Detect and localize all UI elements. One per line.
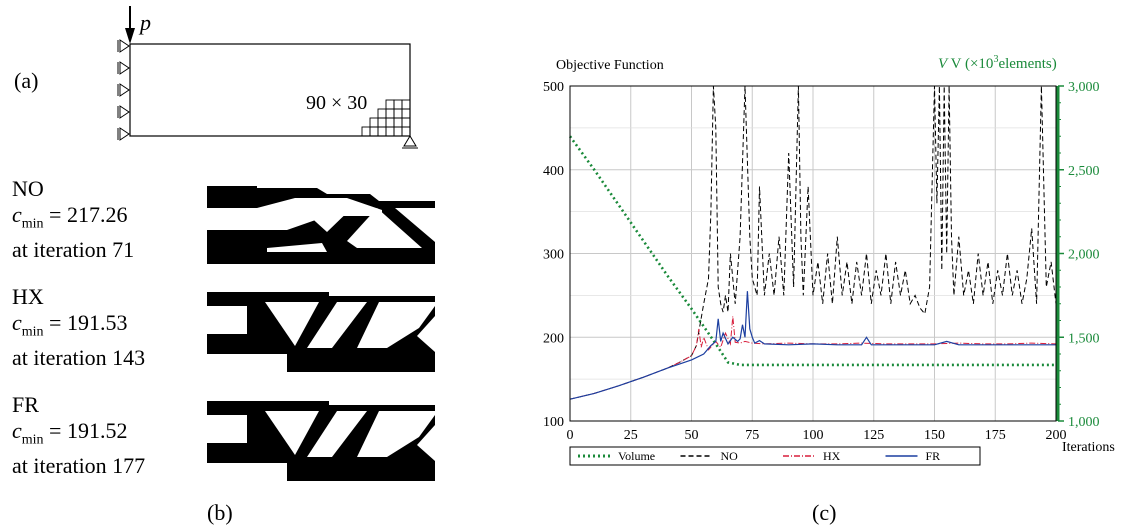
legend-box <box>569 446 981 466</box>
series-layer <box>568 85 1057 400</box>
series-line-volume <box>568 135 1056 367</box>
y-left-tick-label: 200 <box>543 331 564 346</box>
series-line-no <box>569 85 1057 400</box>
y-left-tick-label: 500 <box>543 80 564 95</box>
legend-label-volume: Volume <box>618 449 655 463</box>
right-pin-support <box>403 135 417 147</box>
cmin-value: cmin = 217.26 <box>12 202 128 232</box>
x-tick-label: 50 <box>685 428 699 443</box>
legend-layer: Volume NO HX FR <box>569 446 981 466</box>
y-right-tick-label: 1,000 <box>1068 415 1100 430</box>
x-tick-label: 100 <box>803 428 824 443</box>
x-tick-label: 25 <box>624 428 638 443</box>
design-entry-no: NO cmin = 217.26 at iteration 71 <box>12 176 202 263</box>
y-left-tick-label: 400 <box>543 164 564 179</box>
x-tick-label: 150 <box>924 428 945 443</box>
y-right-tick-label: 1,500 <box>1068 331 1100 346</box>
x-tick-label: 200 <box>1046 428 1067 443</box>
plot-frame <box>569 85 1057 422</box>
design-name: NO <box>12 176 44 201</box>
chart-right-title: V V (×103elements) <box>938 54 1057 72</box>
x-tick-label: 125 <box>863 428 884 443</box>
axis-layer: 0 25 50 75 100 125 150 175 200 100 200 300 400 500 1,0… <box>543 80 1115 455</box>
legend-label-fr: FR <box>926 449 941 463</box>
y-right-tick-label: 2,000 <box>1068 248 1100 263</box>
topology-no-image <box>207 186 435 264</box>
chart-left-title: Objective Function <box>556 58 664 73</box>
y-left-tick-label: 300 <box>543 248 564 263</box>
mesh-label: 90 × 30 <box>306 92 368 114</box>
design-entry-hx: HX cmin = 191.53 at iteration 143 <box>12 284 202 371</box>
y-right-tick-label: 2,500 <box>1068 164 1100 179</box>
iteration-text: at iteration 71 <box>12 237 135 263</box>
x-axis-label: Iterations <box>1062 440 1115 455</box>
iteration-text: at iteration 143 <box>12 345 146 371</box>
cmin-value: cmin = 191.53 <box>12 310 128 340</box>
x-tick-label: 175 <box>985 428 1006 443</box>
y-right-tick-label: 3,000 <box>1068 80 1100 95</box>
panel-a-label: (a) <box>14 68 39 93</box>
topology-hx-image <box>207 292 435 372</box>
panel-b-label: (b) <box>207 500 233 525</box>
load-symbol: p <box>140 10 151 35</box>
cmin-value: cmin = 191.52 <box>12 418 128 448</box>
mesh-grid-detail <box>361 99 411 137</box>
topology-fr-image <box>207 401 435 481</box>
series-line-hx <box>569 316 1057 400</box>
design-name: HX <box>12 284 44 309</box>
loaded-beam-diagram <box>117 6 418 149</box>
design-entry-fr: FR cmin = 191.52 at iteration 177 <box>12 392 202 479</box>
y-left-tick-label: 100 <box>543 415 564 430</box>
design-domain <box>129 43 411 137</box>
grid-layer <box>569 85 1057 422</box>
panel-c-label: (c) <box>812 500 837 525</box>
objective-volume-chart: 0 25 50 75 100 125 150 175 200 100 200 300 400 500 1,0… <box>543 80 1115 466</box>
legend-label-hx: HX <box>823 449 841 463</box>
left-support-rollers <box>117 39 130 141</box>
series-line-fr <box>569 291 1056 400</box>
legend-label-no: NO <box>721 449 739 463</box>
load-arrowhead <box>125 28 135 44</box>
iteration-text: at iteration 177 <box>12 453 146 479</box>
x-tick-label: 75 <box>745 428 759 443</box>
design-name: FR <box>12 392 39 417</box>
x-tick-label: 0 <box>567 428 574 443</box>
